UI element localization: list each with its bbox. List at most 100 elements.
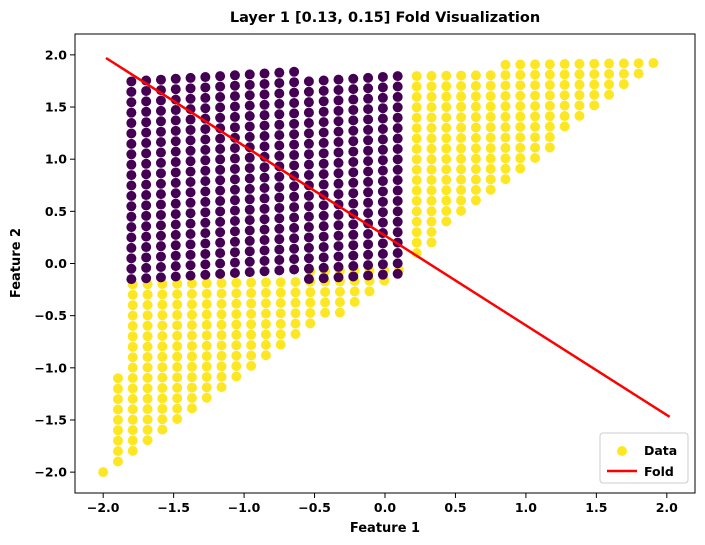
data-point-outside: [127, 404, 138, 415]
data-point-outside: [334, 307, 345, 318]
data-point-inside: [215, 123, 226, 134]
data-point-inside: [274, 98, 285, 109]
data-point-inside: [244, 90, 255, 101]
data-point-inside: [185, 187, 196, 198]
data-point-outside: [411, 175, 422, 186]
data-point-inside: [377, 144, 388, 155]
data-point-outside: [127, 425, 138, 436]
data-point-outside: [441, 122, 452, 133]
data-point-inside: [126, 232, 137, 243]
data-point-outside: [216, 361, 227, 372]
x-axis-ticks: −2.0 −1.5 −1.0 −0.5 0.0 0.5 1.0 1.5 2.0: [87, 493, 678, 515]
data-point-outside: [485, 111, 496, 122]
data-point-inside: [318, 241, 329, 252]
data-point-outside: [470, 174, 481, 185]
legend-data-marker: [617, 446, 627, 456]
data-point-inside: [215, 133, 226, 144]
data-point-inside: [141, 169, 152, 180]
data-point-inside: [141, 273, 152, 284]
data-point-inside: [155, 178, 166, 189]
data-point-outside: [544, 90, 555, 101]
data-point-outside: [515, 163, 526, 174]
data-point-outside: [260, 277, 271, 288]
data-point-inside: [155, 157, 166, 168]
data-point-inside: [155, 220, 166, 231]
data-point-outside: [142, 352, 153, 363]
data-point-inside: [377, 269, 388, 280]
data-point-inside: [377, 82, 388, 93]
data-point-outside: [604, 89, 615, 100]
data-point-outside: [530, 90, 541, 101]
data-point-inside: [200, 217, 211, 228]
data-point-outside: [127, 383, 138, 394]
data-point-inside: [244, 121, 255, 132]
data-point-outside: [456, 153, 467, 164]
fold-line-layer: [105, 56, 671, 418]
data-point-inside: [215, 196, 226, 207]
data-point-outside: [456, 205, 467, 216]
data-point-inside: [200, 92, 211, 103]
data-point-inside: [318, 231, 329, 242]
data-point-inside: [215, 175, 226, 186]
data-point-inside: [244, 183, 255, 194]
x-tick-label: −2.0: [87, 500, 120, 515]
data-point-inside: [126, 170, 137, 181]
data-point-inside: [215, 185, 226, 196]
data-point-outside: [201, 351, 212, 362]
data-point-inside: [363, 145, 374, 156]
data-point-inside: [215, 268, 226, 279]
data-point-outside: [275, 318, 286, 329]
data-point-outside: [246, 329, 257, 340]
data-point-inside: [274, 192, 285, 203]
data-point-inside: [333, 105, 344, 116]
data-point-inside: [170, 229, 181, 240]
data-point-outside: [112, 394, 123, 405]
data-point-inside: [348, 94, 359, 105]
data-point-inside: [348, 146, 359, 157]
data-point-outside: [544, 59, 555, 70]
data-point-outside: [246, 360, 257, 371]
data-point-outside: [500, 153, 511, 164]
data-point-outside: [246, 319, 257, 330]
data-point-inside: [170, 240, 181, 251]
data-point-inside: [185, 218, 196, 229]
data-point-outside: [201, 382, 212, 393]
data-point-outside: [441, 206, 452, 217]
data-point-outside: [530, 80, 541, 91]
data-point-inside: [363, 239, 374, 250]
data-point-inside: [126, 159, 137, 170]
data-point-inside: [126, 86, 137, 97]
data-point-inside: [215, 144, 226, 155]
data-point-outside: [231, 361, 242, 372]
data-point-outside: [485, 91, 496, 102]
y-tick-label: 0.0: [45, 256, 67, 271]
data-point-inside: [333, 95, 344, 106]
data-point-outside: [186, 278, 197, 289]
data-point-outside: [456, 143, 467, 154]
data-point-outside: [142, 331, 153, 342]
data-point-inside: [274, 109, 285, 120]
data-point-inside: [215, 91, 226, 102]
data-point-outside: [172, 320, 183, 331]
data-point-inside: [244, 131, 255, 142]
data-point-outside: [231, 371, 242, 382]
data-point-outside: [157, 320, 168, 331]
data-point-outside: [216, 340, 227, 351]
y-axis-ticks: −2.0 −1.5 −1.0 −0.5 0.0 0.5 1.0 1.5 2.0: [34, 47, 75, 480]
data-point-outside: [320, 286, 331, 297]
data-point-inside: [303, 263, 314, 274]
data-point-outside: [618, 58, 629, 69]
data-point-inside: [141, 117, 152, 128]
data-point-outside: [426, 133, 437, 144]
data-point-outside: [574, 69, 585, 80]
data-point-inside: [141, 158, 152, 169]
data-point-outside: [411, 237, 422, 248]
data-point-outside: [411, 227, 422, 238]
data-point-inside: [348, 125, 359, 136]
data-point-inside: [289, 98, 300, 109]
data-point-outside: [127, 445, 138, 456]
data-point-outside: [530, 142, 541, 153]
data-point-inside: [155, 230, 166, 241]
data-point-inside: [377, 186, 388, 197]
data-point-outside: [515, 142, 526, 153]
